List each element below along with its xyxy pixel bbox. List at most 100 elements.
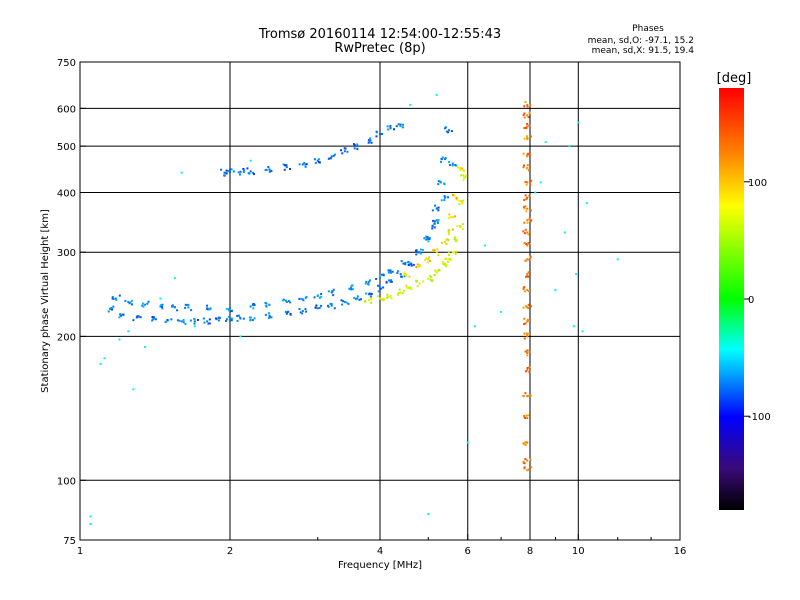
data-point-echo (252, 173, 255, 176)
data-point-echo (433, 226, 436, 229)
data-point-echo (313, 158, 316, 161)
data-point-echo (367, 141, 370, 144)
data-point-echo (159, 304, 162, 307)
data-point-echo (389, 271, 392, 274)
data-point-echo (270, 169, 273, 172)
data-point-echo (453, 194, 456, 197)
data-point-echo (522, 152, 525, 155)
data-point-echo (375, 131, 378, 134)
data-point-echo (529, 104, 532, 107)
data-point-echo (387, 271, 390, 274)
data-point-echo (264, 313, 267, 316)
data-point-echo (208, 318, 211, 321)
data-point-echo (327, 290, 330, 293)
data-point-echo (122, 313, 125, 316)
data-point (526, 207, 529, 210)
data-point-echo (437, 206, 440, 209)
data-point-echo (525, 441, 528, 444)
data-point (473, 325, 476, 328)
data-point-echo (525, 275, 528, 278)
data-point-echo (529, 183, 532, 186)
data-point-echo (428, 274, 431, 277)
data-point-echo (124, 299, 127, 302)
data-point-echo (267, 312, 270, 315)
data-point-echo (249, 319, 252, 322)
data-point-echo (440, 158, 443, 161)
data-point (526, 244, 529, 247)
data-point-echo (109, 307, 112, 310)
data-point-echo (246, 167, 249, 170)
data-points (89, 93, 619, 526)
data-point-echo (530, 219, 533, 222)
data-point-echo (455, 197, 458, 200)
data-point-echo (141, 304, 144, 307)
data-point-echo (522, 442, 525, 445)
data-point-echo (431, 219, 434, 222)
data-point-echo (528, 111, 531, 114)
data-point (435, 271, 438, 274)
data-point (193, 325, 196, 328)
data-point-echo (396, 293, 399, 296)
data-point-echo (107, 310, 110, 313)
data-point-echo (400, 275, 403, 278)
data-point-echo (228, 309, 231, 312)
data-point-echo (444, 257, 447, 260)
data-point-echo (318, 296, 321, 299)
data-point-echo (320, 292, 323, 295)
data-point-echo (376, 284, 379, 287)
data-point-echo (459, 169, 462, 172)
data-point-echo (358, 298, 361, 301)
data-point-echo (523, 317, 526, 320)
data-point (526, 219, 529, 222)
data-point-echo (369, 137, 372, 140)
data-point (526, 125, 529, 128)
data-point-echo (523, 198, 526, 201)
data-point (187, 306, 190, 309)
data-point-echo (444, 126, 447, 129)
data-point-echo (207, 308, 210, 311)
data-point-echo (377, 290, 380, 293)
data-point-echo (524, 458, 527, 461)
data-point-echo (405, 274, 408, 277)
data-point-echo (461, 223, 464, 226)
data-point-echo (369, 297, 372, 300)
data-point-echo (433, 248, 436, 251)
data-point-echo (368, 279, 371, 282)
data-point-echo (526, 164, 529, 167)
data-point-echo (111, 296, 114, 299)
data-point-echo (380, 133, 383, 136)
colorbar-tick-label: 0 (748, 295, 754, 306)
data-point-echo (406, 286, 409, 289)
data-point (484, 244, 487, 247)
data-point (135, 316, 138, 319)
data-point-echo (236, 314, 239, 317)
data-point (616, 258, 619, 261)
data-point-echo (438, 268, 441, 271)
data-point-echo (446, 260, 449, 263)
data-point-echo (386, 125, 389, 128)
data-point-echo (314, 306, 317, 309)
data-point-echo (319, 304, 322, 307)
data-point-echo (340, 299, 343, 302)
data-point-echo (390, 279, 393, 282)
data-point (563, 231, 566, 234)
data-point-echo (348, 287, 351, 290)
data-point-echo (527, 307, 530, 310)
x-tick-label: 1 (77, 546, 83, 557)
x-tick-label: 6 (465, 546, 471, 557)
grid (80, 62, 680, 540)
data-point-echo (176, 309, 179, 312)
data-point-echo (526, 349, 529, 352)
data-point-echo (412, 263, 415, 266)
data-point-echo (443, 182, 446, 185)
phase-stats-x: mean, sd,X: 91.5, 19.4 (592, 46, 695, 56)
data-point-echo (182, 321, 185, 324)
data-point-echo (141, 302, 144, 305)
data-point-echo (270, 316, 273, 319)
data-point-echo (526, 318, 529, 321)
data-point-echo (526, 367, 529, 370)
data-point (526, 273, 529, 276)
data-point-echo (429, 275, 432, 278)
x-tick-label: 10 (572, 546, 585, 557)
data-point-echo (403, 275, 406, 278)
